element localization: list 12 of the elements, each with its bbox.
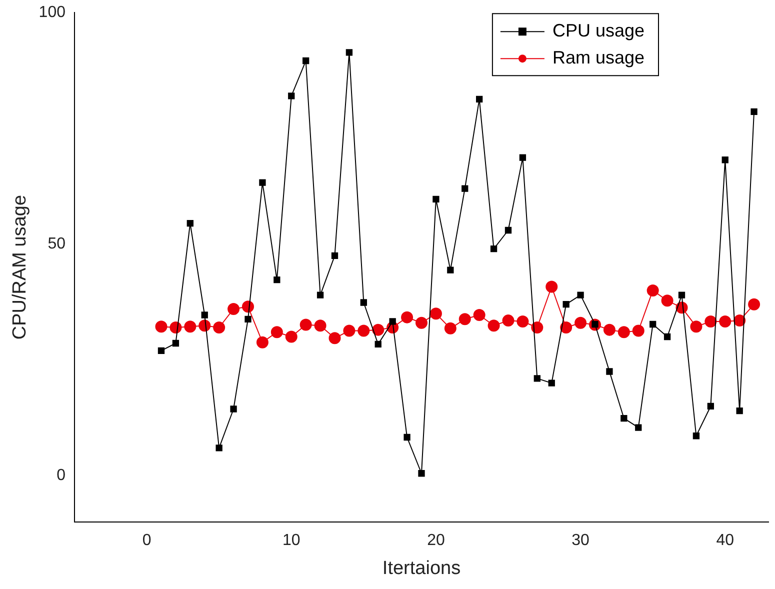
x-tick-label: 40: [716, 532, 734, 550]
y-tick-label: 0: [56, 467, 66, 484]
legend-label: Ram usage: [552, 48, 645, 68]
x-tick-label: 0: [142, 532, 152, 550]
legend-label: CPU usage: [552, 20, 645, 41]
x-tick-label: 10: [282, 532, 300, 550]
x-tick-label: 30: [572, 532, 590, 550]
x-tick-label: 20: [427, 532, 445, 550]
y-axis-title: CPU/RAM usage: [10, 194, 31, 340]
y-tick-label: 50: [48, 236, 66, 253]
x-axis-title: Itertaions: [382, 558, 461, 579]
y-tick-label: 100: [38, 4, 66, 22]
